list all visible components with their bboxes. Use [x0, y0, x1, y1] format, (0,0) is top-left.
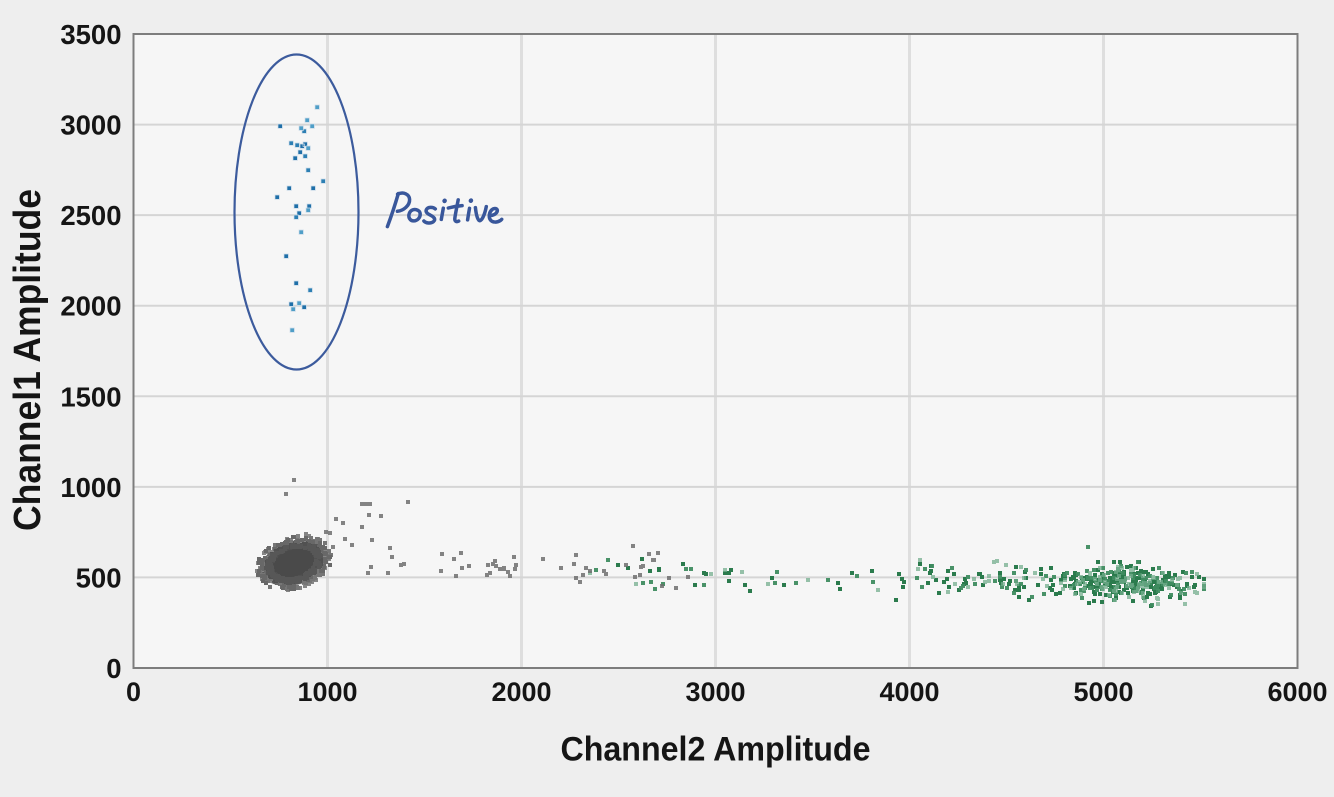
svg-text:3000: 3000: [685, 677, 745, 707]
svg-text:2500: 2500: [60, 200, 121, 231]
svg-text:0: 0: [106, 653, 121, 684]
svg-text:0: 0: [126, 677, 141, 707]
svg-text:1000: 1000: [60, 472, 121, 503]
svg-text:5000: 5000: [1073, 677, 1133, 707]
svg-text:2000: 2000: [60, 291, 121, 322]
svg-text:1000: 1000: [297, 677, 357, 707]
svg-text:Channel2 Amplitude: Channel2 Amplitude: [561, 731, 871, 769]
svg-text:3500: 3500: [60, 19, 121, 50]
svg-text:1500: 1500: [60, 381, 121, 412]
svg-text:3000: 3000: [60, 110, 121, 141]
svg-text:500: 500: [76, 562, 122, 593]
svg-text:2000: 2000: [491, 677, 551, 707]
svg-text:Channel1 Amplitude: Channel1 Amplitude: [7, 189, 49, 531]
svg-text:6000: 6000: [1267, 677, 1327, 707]
svg-text:4000: 4000: [879, 677, 939, 707]
